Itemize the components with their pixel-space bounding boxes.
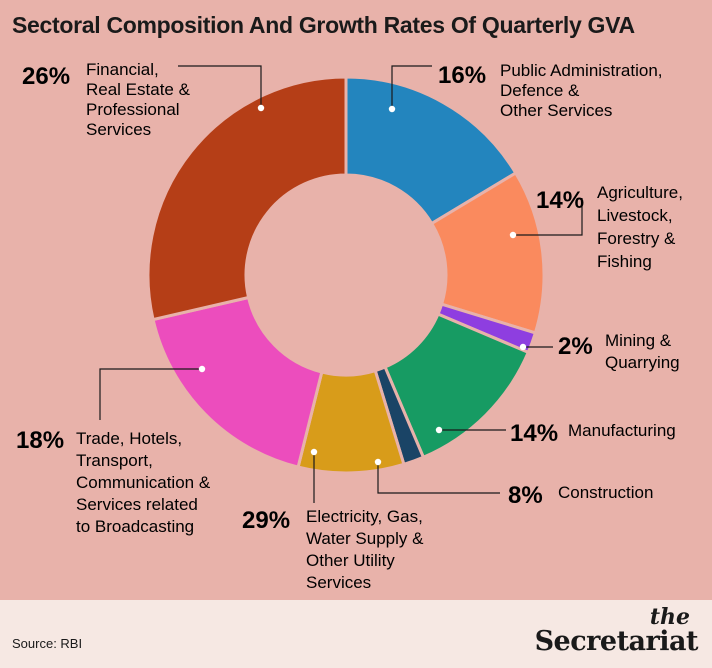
leader-dot-2 <box>509 231 517 239</box>
category-label-3: Mining & Quarrying <box>605 331 680 372</box>
leader-dot-3 <box>519 343 527 351</box>
leader-dot-6 <box>310 448 318 456</box>
brand-logo-the: the <box>649 604 690 630</box>
data-label-6: 29% <box>242 507 290 534</box>
donut-slice-1 <box>344 75 518 226</box>
donut-slice-7 <box>151 295 324 469</box>
leader-line-5 <box>377 462 500 494</box>
category-label-8: Financial, Real Estate & Professional Servi… <box>86 60 191 139</box>
brand-logo: Secretariat <box>534 626 699 657</box>
chart-title: Sectoral Composition And Growth Rates Of… <box>12 12 635 38</box>
category-label-6: Electricity, Gas, Water Supply & Other Uti… <box>306 507 424 592</box>
leader-dot-5 <box>374 458 382 466</box>
leader-line-2 <box>513 198 583 236</box>
category-label-2: Agriculture, Livestock, Forestry & Fishing <box>597 183 683 271</box>
data-label-4: 14% <box>510 420 558 447</box>
leader-line-7 <box>99 368 202 420</box>
leader-line-8 <box>178 65 262 108</box>
leader-dot-1 <box>388 105 396 113</box>
data-label-7: 18% <box>16 427 64 454</box>
data-label-1: 16% <box>438 62 486 89</box>
category-label-1: Public Administration, Defence & Other Ser… <box>500 61 663 120</box>
leader-dot-8 <box>257 104 265 112</box>
category-label-5: Construction <box>558 483 653 502</box>
leader-line-1 <box>391 65 432 109</box>
data-label-3: 2% <box>558 333 593 360</box>
data-label-8: 26% <box>22 63 70 90</box>
donut-slice-8 <box>146 75 348 322</box>
category-label-4: Manufacturing <box>568 421 676 440</box>
category-label-7: Trade, Hotels, Transport, Communication & S… <box>76 429 211 536</box>
donut-chart: 16% Public Administration, Defence & Other … <box>16 60 683 592</box>
data-label-2: 14% <box>536 187 584 214</box>
data-label-5: 8% <box>508 482 543 509</box>
leader-dot-7 <box>198 365 206 373</box>
footer: Source: RBI the Secretariat <box>0 600 712 668</box>
leader-dot-4 <box>435 426 443 434</box>
source-note: Source: RBI <box>12 636 83 651</box>
